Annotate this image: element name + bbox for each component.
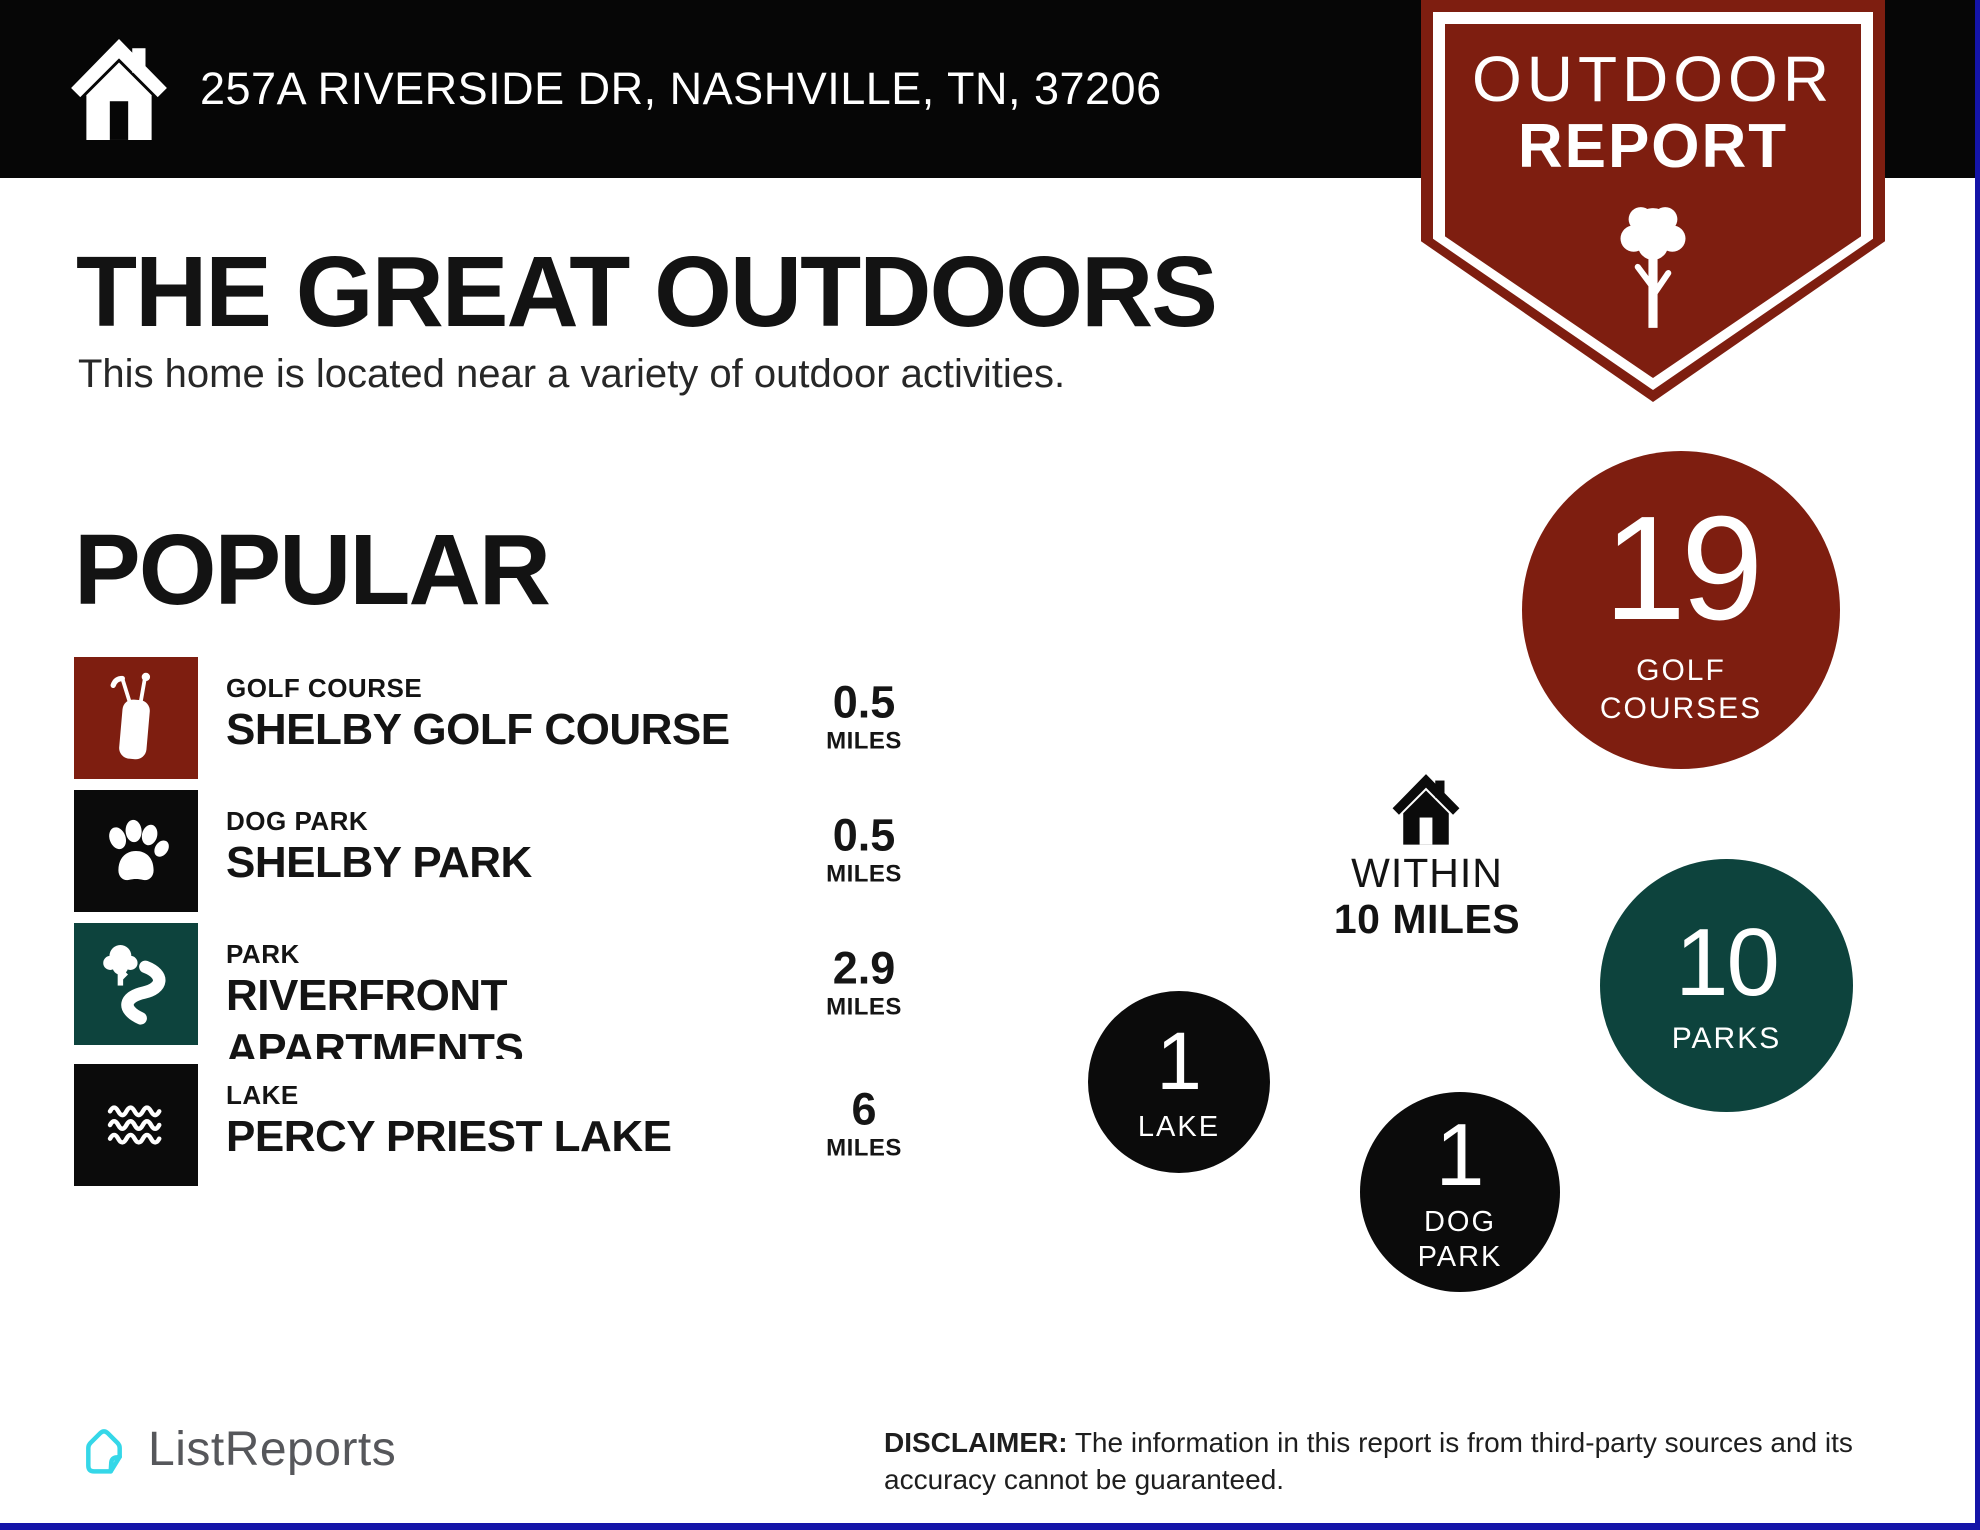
item-name: PERCY PRIEST LAKE [226,1112,672,1161]
category-tile [74,657,198,779]
item-category: GOLF COURSE [226,673,423,703]
item-distance-value: 0.5 [832,809,896,861]
item-name: RIVERFRONT APARTMENTS [226,971,524,1059]
tree-icon [1620,207,1686,328]
circle-label: DOG PARK [1417,1206,1503,1274]
circle-label: GOLF COURSES [1599,653,1763,725]
page-subtitle: This home is located near a variety of o… [78,352,1066,396]
circle-value: 1 [1435,1104,1485,1204]
list-item: GOLF COURSE SHELBY GOLF COURSE 0.5 MILES [74,657,944,779]
right-edge-line [1975,0,1980,1530]
property-address: 257A RIVERSIDE DR, NASHVILLE, TN, 37206 [200,63,1162,114]
disclaimer-text: The information in this report is from t… [1074,1427,1853,1458]
within-house-icon [1392,774,1460,845]
category-tile [74,923,198,1045]
item-distance-unit: MILES [826,727,902,755]
bottom-edge-line [0,1523,1980,1530]
disclaimer-label: DISCLAIMER: [884,1427,1068,1458]
item-category: DOG PARK [226,806,369,836]
category-tile [74,790,198,912]
circle-value: 1 [1156,1016,1202,1108]
item-distance-value: 0.5 [832,676,896,728]
circle-value: 19 [1603,486,1764,652]
within-label: WITHIN 10 MILES [1333,850,1521,942]
item-category: PARK [226,939,300,969]
item-distance-unit: MILES [826,860,902,888]
paw-icon [109,819,169,881]
home-icon [71,39,167,140]
list-item: LAKE PERCY PRIEST LAKE 6 MILES [74,1064,944,1186]
outdoor-report-ribbon: OUTDOOR REPORT [1421,0,1885,402]
page-title: THE GREAT OUTDOORS [76,236,1218,348]
category-tile [74,1064,198,1186]
dog-park-circle: 1 DOG PARK [1360,1092,1560,1292]
ribbon-title-line2: REPORT [1517,112,1789,181]
disclaimer-text-line2: accuracy cannot be guaranteed. [884,1464,1285,1495]
ribbon-title-line1: OUTDOOR [1471,43,1835,115]
listreports-logo-icon [86,1429,122,1474]
waves-icon [107,1105,162,1145]
parks-circle: 10 PARKS [1600,859,1853,1112]
listreports-brand-text: ListReports [148,1422,397,1476]
disclaimer: DISCLAIMER: The information in this repo… [884,1424,1974,1498]
list-item: DOG PARK SHELBY PARK 0.5 MILES [74,790,944,912]
item-distance-value: 2.9 [832,942,896,994]
golf-courses-circle: 19 GOLF COURSES [1522,451,1840,769]
list-item: PARK RIVERFRONT APARTMENTS 2.9 MILES [74,923,944,1059]
item-distance-value: 6 [851,1083,877,1135]
circle-label: PARKS [1671,1021,1782,1055]
popular-heading: POPULAR [74,514,551,626]
park-icon [103,945,166,1025]
item-distance-unit: MILES [826,1134,902,1162]
item-name: SHELBY GOLF COURSE [226,705,730,754]
item-name: SHELBY PARK [226,838,532,887]
circle-label: LAKE [1137,1110,1221,1143]
circle-value: 10 [1675,909,1780,1017]
lake-circle: 1 LAKE [1088,991,1270,1173]
item-distance-unit: MILES [826,993,902,1021]
golf-bag-icon [110,672,151,760]
listreports-logo: ListReports [76,1420,396,1478]
item-category: LAKE [226,1080,299,1110]
